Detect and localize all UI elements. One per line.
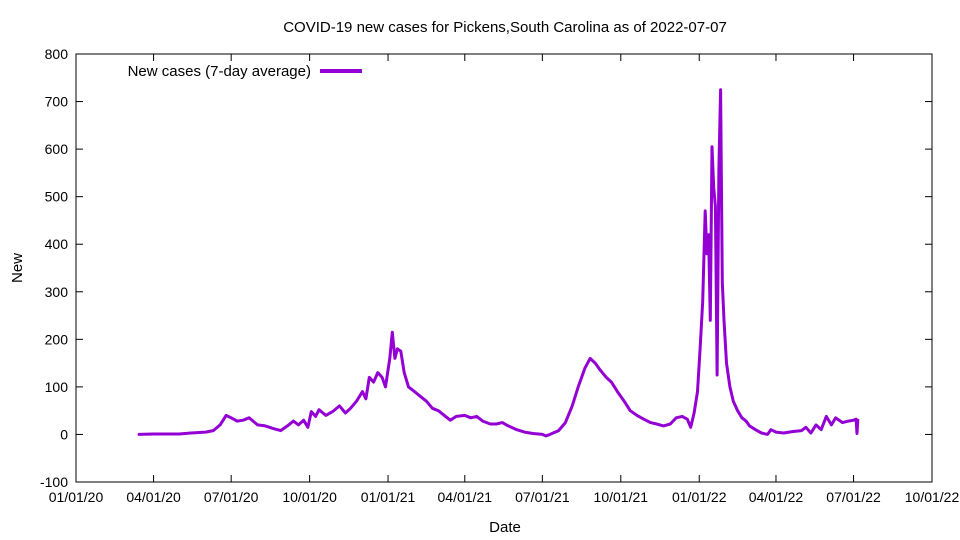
x-tick-label: 07/01/20: [204, 489, 259, 505]
y-tick-label: 800: [45, 46, 69, 62]
legend-label: New cases (7-day average): [128, 63, 311, 80]
series-layer: [137, 88, 860, 438]
y-tick-label: 500: [45, 189, 69, 205]
x-tick-label: 10/01/21: [594, 489, 649, 505]
x-tick-label: 07/01/21: [515, 489, 570, 505]
x-tick-label: 07/01/22: [826, 489, 881, 505]
x-tick-label: 04/01/22: [749, 489, 804, 505]
y-tick-label: 600: [45, 141, 69, 157]
y-tick-label: 0: [60, 426, 68, 442]
y-axis-title: New: [9, 253, 26, 283]
y-tick-label: 300: [45, 284, 69, 300]
y-tick-label: -100: [40, 474, 68, 490]
x-tick-label: 01/01/22: [672, 489, 727, 505]
y-tick-label: 200: [45, 331, 69, 347]
x-tick-label: 04/01/21: [438, 489, 493, 505]
plot-area: [75, 53, 933, 483]
axis-ticks: 01/01/20 04/01/20 07/01/20 10/01/20 01/01/21…: [40, 46, 959, 505]
series-line: [137, 88, 860, 438]
y-tick-label: 100: [45, 379, 69, 395]
x-axis-title: Date: [489, 519, 521, 536]
x-tick-label: 01/01/21: [361, 489, 416, 505]
y-tick-label: 400: [45, 236, 69, 252]
y-tick-label: 700: [45, 94, 69, 110]
legend: New cases (7-day average): [128, 63, 362, 80]
chart-title: COVID-19 new cases for Pickens,South Car…: [283, 19, 727, 36]
x-tick-label: 10/01/20: [282, 489, 337, 505]
x-tick-label: 10/01/22: [905, 489, 960, 505]
x-tick-label: 01/01/20: [49, 489, 104, 505]
x-tick-label: 04/01/20: [126, 489, 181, 505]
